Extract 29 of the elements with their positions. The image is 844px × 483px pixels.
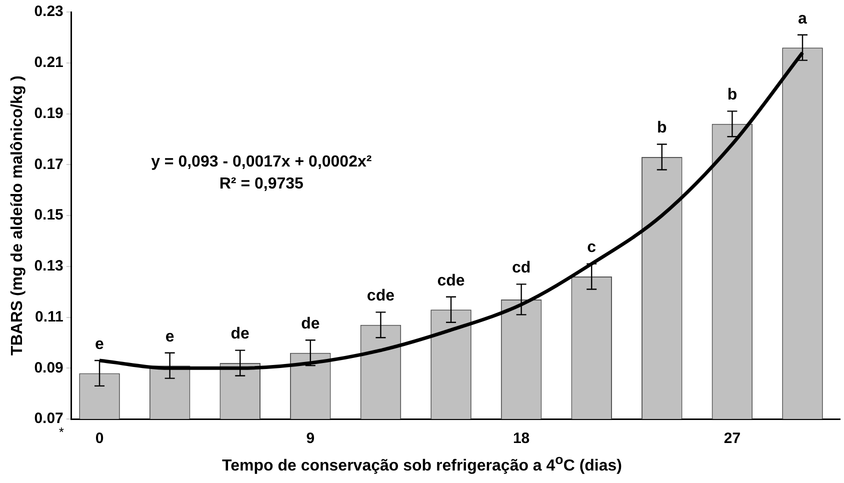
data-label: c — [587, 239, 596, 256]
y-tick-label: 0.15 — [34, 206, 64, 224]
y-tick-label: 0.13 — [34, 258, 64, 275]
x-tick-label: 18 — [512, 430, 530, 448]
y-tick-label: 0.21 — [34, 54, 64, 72]
annotation: R² = 0,9735 — [219, 175, 304, 192]
data-label: cde — [437, 272, 465, 290]
x-tick-label: 27 — [724, 430, 741, 448]
y-tick-label: 0.17 — [34, 156, 64, 173]
data-label: b — [727, 86, 738, 104]
x-tick-label: 0 — [95, 430, 104, 448]
data-label: de — [230, 326, 250, 343]
y-tick-label: 0.07 — [34, 410, 64, 428]
data-label: cde — [366, 288, 395, 305]
x-tick-label: 9 — [306, 430, 315, 448]
data-label: e — [95, 336, 104, 353]
data-label: cd — [512, 260, 531, 277]
y-axis-title: TBARS (mg de aldeído malônico/kg ) — [9, 75, 26, 356]
annotation: y = 0,093 - 0,0017x + 0,0002x² — [151, 153, 372, 170]
y-tick-label: 0.11 — [35, 308, 64, 326]
y-tick-label: 0.23 — [34, 3, 64, 20]
y-tick-label: 0.19 — [34, 104, 64, 122]
text: * — [58, 424, 64, 440]
data-label: b — [657, 120, 668, 137]
x-axis-title: Tempo de conservação sob refrigeração a 4$^{o}$C (dias) — [221, 452, 623, 476]
data-label: de — [301, 316, 320, 333]
data-label: e — [165, 328, 174, 346]
y-tick-label: 0.09 — [34, 359, 64, 376]
data-label: a — [798, 10, 808, 28]
